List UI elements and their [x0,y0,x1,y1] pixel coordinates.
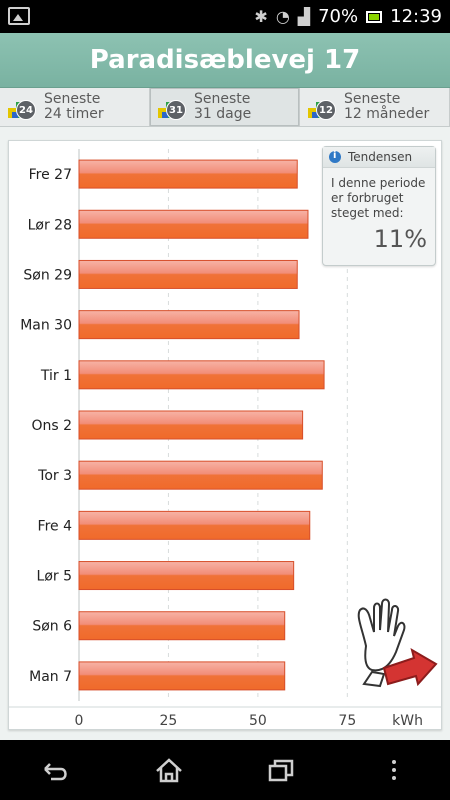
tab-badge: 12 [316,100,336,120]
category-label: Tor 3 [37,468,72,484]
trend-box: Tendensen I denne periode er forbruget s… [322,146,436,266]
bar-chart: Fre 27 Lør 28 Søn 29 Man 30 Tir 1 Ons 2 Tor 3 F… [9,149,441,729]
recent-apps-button[interactable] [253,742,309,798]
clock: 12:39 [390,6,442,27]
trend-title: Tendensen [348,150,413,164]
wifi-icon: ◔ [275,7,290,26]
image-icon [8,7,30,25]
battery-percent: 70% [318,6,359,27]
x-tick-label: 75 [338,713,356,729]
bar[interactable] [78,561,295,591]
bar[interactable] [78,310,300,340]
signal-icon: ▟ [297,7,311,26]
tab-label-line1: Seneste [44,91,101,107]
bar-chart-icon: 12 [308,94,336,120]
tab-31-days[interactable]: 31 Seneste 31 dage [150,88,300,126]
tab-badge: 24 [16,100,36,120]
bar[interactable] [78,661,286,691]
trend-text: I denne periode er forbruget steget med: [331,176,426,220]
menu-button[interactable] [366,742,422,798]
back-button[interactable] [28,742,84,798]
category-label: Man 30 [20,318,72,334]
bar[interactable] [78,510,311,540]
x-tick-label: 25 [160,713,178,729]
bar[interactable] [78,259,298,289]
tab-label-line1: Seneste [194,91,251,107]
bar[interactable] [78,209,309,239]
recent-apps-icon [269,759,294,782]
x-tick-label: 0 [75,713,84,729]
title-bar: Paradisæblevej 17 [0,33,450,88]
battery-icon [366,10,383,23]
bar[interactable] [78,410,304,440]
tab-12-months[interactable]: 12 Seneste 12 måneder [300,88,450,126]
period-tabs: 24 Seneste 24 timer 31 Seneste 31 dage 1… [0,88,450,127]
tab-label-line2: 31 dage [194,106,252,122]
status-icons: ✱ ◔ ▟ 70% 12:39 [254,0,442,33]
category-label: Fre 4 [38,518,73,534]
category-label: Søn 29 [23,267,72,283]
trend-percent: 11% [373,225,427,253]
bar[interactable] [78,611,286,641]
category-label: Fre 27 [29,167,72,183]
bar-chart-icon: 31 [158,94,186,120]
category-label: Man 7 [29,669,72,685]
navigation-bar [0,740,450,800]
info-icon [329,150,341,163]
swipe-hand-icon[interactable] [344,592,440,688]
x-tick-label: 50 [249,713,267,729]
category-label: Søn 6 [32,619,72,635]
category-label: Lør 5 [37,569,72,585]
tab-label-line2: 12 måneder [344,106,430,122]
tab-24-hours[interactable]: 24 Seneste 24 timer [0,88,150,126]
home-icon [155,758,182,783]
bar[interactable] [78,460,323,490]
back-icon [44,763,67,781]
bar-chart-icon: 24 [8,94,36,120]
category-label: Tir 1 [40,368,72,384]
tab-label-line1: Seneste [344,91,401,107]
bar[interactable] [78,159,298,189]
tab-badge: 31 [166,100,186,120]
page-title: Paradisæblevej 17 [89,45,361,75]
tab-label-line2: 24 timer [44,106,104,122]
status-bar: ✱ ◔ ▟ 70% 12:39 [0,0,450,33]
menu-icon [391,760,396,780]
category-label: Lør 28 [28,217,72,233]
category-label: Ons 2 [31,418,72,434]
home-button[interactable] [141,742,197,798]
bar[interactable] [78,360,325,390]
x-axis-unit: kWh [392,713,423,729]
bluetooth-icon: ✱ [254,7,268,26]
